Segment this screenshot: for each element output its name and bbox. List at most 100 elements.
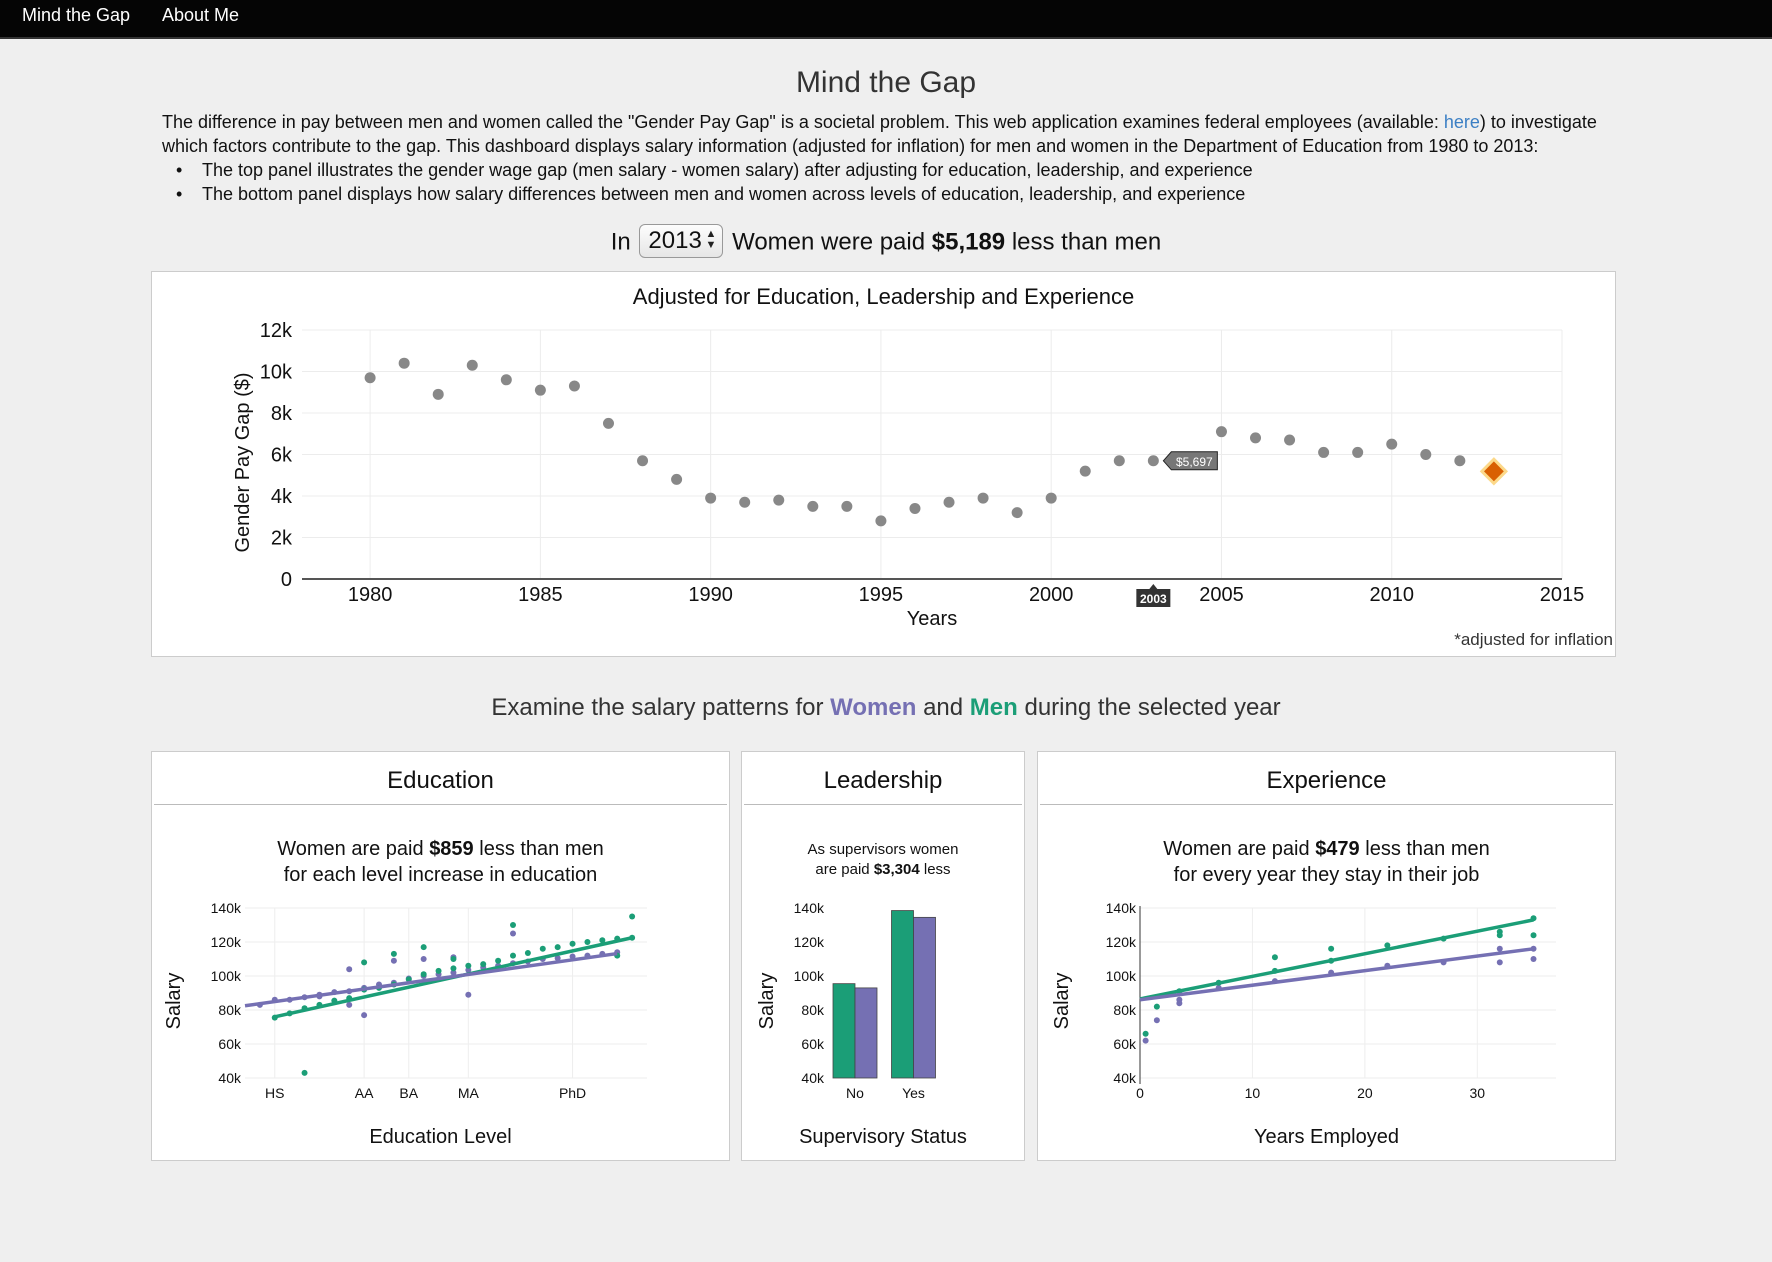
divider: [154, 804, 727, 805]
hover-x-label: 2003: [1140, 592, 1167, 606]
hover-tooltip-value: $5,697: [1176, 455, 1213, 469]
y-tick-label: 80k: [1113, 1002, 1137, 1018]
x-tick-label: No: [846, 1085, 864, 1101]
education-x-title: Education Level: [369, 1126, 512, 1148]
data-point: [568, 380, 580, 392]
data-point: [1147, 455, 1159, 467]
y-tick-label: 60k: [801, 1036, 825, 1052]
leadership-panel: Leadership As supervisors women are paid…: [741, 751, 1025, 1161]
x-tick-label: 20: [1357, 1085, 1373, 1101]
nav-brand-link[interactable]: Mind the Gap: [22, 5, 131, 25]
data-point: [671, 473, 683, 485]
x-tick-label: 1995: [859, 584, 904, 606]
women-point: [390, 957, 397, 964]
gap-chart-panel: Adjusted for Education, Leadership and E…: [151, 271, 1616, 657]
data-point: [432, 388, 444, 400]
men-bar: [891, 910, 914, 1079]
data-point: [909, 502, 921, 514]
women-label: Women: [830, 694, 917, 721]
y-tick-label: 40k: [218, 1070, 242, 1086]
men-point: [420, 971, 427, 978]
headline-amount: $5,189: [931, 228, 1006, 256]
women-trend-line: [1139, 947, 1534, 1002]
bullet-item: The top panel illustrates the gender wag…: [162, 158, 1622, 182]
data-point: [773, 494, 785, 506]
sub-headline-prefix: Examine the salary patterns for: [491, 694, 824, 721]
experience-x-title: Years Employed: [1254, 1126, 1399, 1148]
education-panel: Education Women are paid $859 less than …: [151, 751, 730, 1161]
year-select[interactable]: 2013 ▲ ▼: [639, 224, 724, 258]
data-point: [1318, 446, 1330, 458]
y-tick-label: 10k: [260, 362, 293, 384]
women-point: [1176, 996, 1183, 1003]
data-point: [1250, 432, 1262, 444]
experience-stat: Women are paid $479 less than men for ev…: [1038, 836, 1615, 888]
stat-text: for each level increase in education: [283, 864, 598, 886]
men-point: [1530, 932, 1537, 939]
leadership-x-title: Supervisory Status: [799, 1126, 967, 1148]
data-point: [875, 515, 887, 527]
x-tick-label: BA: [399, 1085, 418, 1101]
intro-bullets: The top panel illustrates the gender wag…: [162, 158, 1622, 206]
data-point: [705, 492, 717, 504]
x-tick-label: AA: [355, 1085, 374, 1101]
data-point: [1113, 455, 1125, 467]
y-tick-label: 100k: [1106, 968, 1137, 984]
women-trend-line: [244, 951, 618, 1008]
men-point: [510, 952, 516, 959]
data-point: [1011, 507, 1023, 519]
page-title: Mind the Gap: [795, 66, 977, 99]
women-point: [1142, 1037, 1149, 1044]
stat-amount: $3,304: [873, 861, 920, 878]
women-point: [510, 930, 516, 937]
data-point: [943, 496, 955, 508]
men-point: [524, 950, 531, 957]
x-tick-label: Yes: [902, 1085, 925, 1101]
x-tick-label: 2010: [1369, 584, 1414, 606]
men-label: Men: [969, 694, 1018, 721]
data-point: [1079, 465, 1091, 477]
experience-panel: Experience Women are paid $479 less than…: [1037, 751, 1616, 1161]
data-point: [398, 357, 410, 369]
y-tick-label: 140k: [794, 900, 825, 916]
x-axis-title: Years: [907, 608, 957, 630]
intro-text-1: The difference in pay between men and wo…: [162, 112, 1444, 132]
y-tick-label: 40k: [801, 1070, 825, 1086]
y-tick-label: 120k: [211, 934, 242, 950]
men-point: [1271, 954, 1278, 961]
y-tick-label: 8k: [271, 403, 293, 425]
headline-suffix: less than men: [1011, 228, 1162, 256]
leadership-chart: 40k 60k 80k 100k 120k 140k Salary No Yes: [756, 900, 936, 1101]
y-tick-label: 2k: [271, 528, 293, 550]
men-point: [361, 959, 368, 966]
headline-prefix: In: [610, 228, 631, 256]
women-point: [420, 956, 427, 962]
data-point: [807, 500, 819, 512]
bullet-item: The bottom panel displays how salary dif…: [162, 182, 1622, 206]
y-tick-label: 120k: [1106, 934, 1137, 950]
nav-about-link[interactable]: About Me: [162, 5, 240, 25]
navbar: Mind the Gap About Me: [0, 0, 1772, 39]
y-tick-label: 12k: [260, 320, 293, 342]
x-tick-label: 0: [1136, 1085, 1144, 1101]
stat-text: for every year they stay in their job: [1173, 864, 1480, 886]
y-tick-label: 40k: [1113, 1070, 1137, 1086]
education-chart: 40k 60k 80k 100k 120k 140k HS AA BA MA PhD Salary: [163, 900, 647, 1101]
year-select-value: 2013: [648, 227, 702, 254]
data-point: [739, 496, 751, 508]
women-bar: [854, 987, 878, 1079]
data-point: [841, 500, 853, 512]
women-point: [346, 966, 353, 973]
men-point: [1496, 932, 1503, 939]
men-point: [584, 939, 591, 945]
men-trend-line: [1139, 918, 1534, 1001]
hover-tooltip-box: [1162, 451, 1218, 471]
data-source-link[interactable]: here: [1443, 112, 1480, 132]
sub-headline: Examine the salary patterns for Women an…: [0, 694, 1772, 722]
data-point: [602, 417, 614, 429]
y-tick-label: 4k: [271, 486, 293, 508]
data-point: [1352, 446, 1364, 458]
x-tick-label: 1985: [518, 584, 563, 606]
y-tick-label: 100k: [211, 968, 242, 984]
men-bar: [832, 983, 856, 1079]
